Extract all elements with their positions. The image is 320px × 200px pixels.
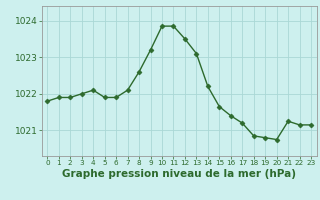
X-axis label: Graphe pression niveau de la mer (hPa): Graphe pression niveau de la mer (hPa) bbox=[62, 169, 296, 179]
